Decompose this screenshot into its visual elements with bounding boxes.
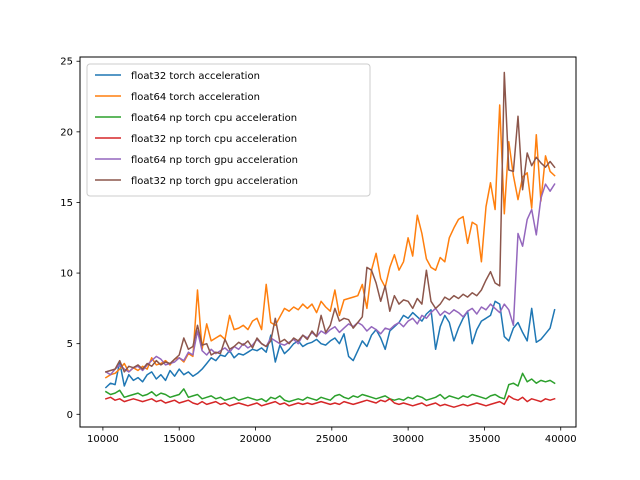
axes-frame	[79, 56, 577, 428]
x-tick-label: 25000	[316, 434, 348, 445]
y-tick-label: 25	[60, 57, 73, 68]
legend-label: float64 np torch gpu acceleration	[131, 155, 298, 166]
x-tick-label: 20000	[240, 434, 272, 445]
y-tick-label: 15	[60, 198, 73, 209]
legend-label: float32 np torch cpu acceleration	[131, 134, 297, 145]
series-line-1	[104, 300, 556, 389]
x-tick-label: 30000	[392, 434, 424, 445]
y-axis-ticks: 0 5 10 15 20 25	[60, 57, 80, 421]
legend: float32 torch acceleration float64 torch …	[86, 63, 371, 197]
series-line-3	[104, 372, 556, 403]
x-axis-ticks: 10000 15000 20000 25000 30000 35000 40000	[87, 427, 577, 445]
y-tick-label: 10	[60, 269, 73, 280]
y-tick-label: 20	[60, 127, 73, 138]
series-lines	[104, 71, 556, 408]
x-tick-label: 40000	[545, 434, 577, 445]
series-line-5	[104, 183, 556, 376]
legend-box	[86, 63, 371, 197]
x-tick-label: 10000	[87, 434, 119, 445]
legend-label: float32 np torch gpu acceleration	[131, 176, 298, 187]
series-line-6	[104, 71, 556, 373]
y-tick-label: 5	[67, 339, 73, 350]
legend-label: float32 torch acceleration	[131, 71, 260, 82]
y-tick-label: 0	[67, 410, 73, 421]
x-tick-label: 35000	[469, 434, 501, 445]
x-tick-label: 15000	[163, 434, 195, 445]
series-line-4	[104, 395, 556, 408]
legend-label: float64 torch acceleration	[131, 92, 260, 103]
legend-label: float64 np torch cpu acceleration	[131, 113, 297, 124]
